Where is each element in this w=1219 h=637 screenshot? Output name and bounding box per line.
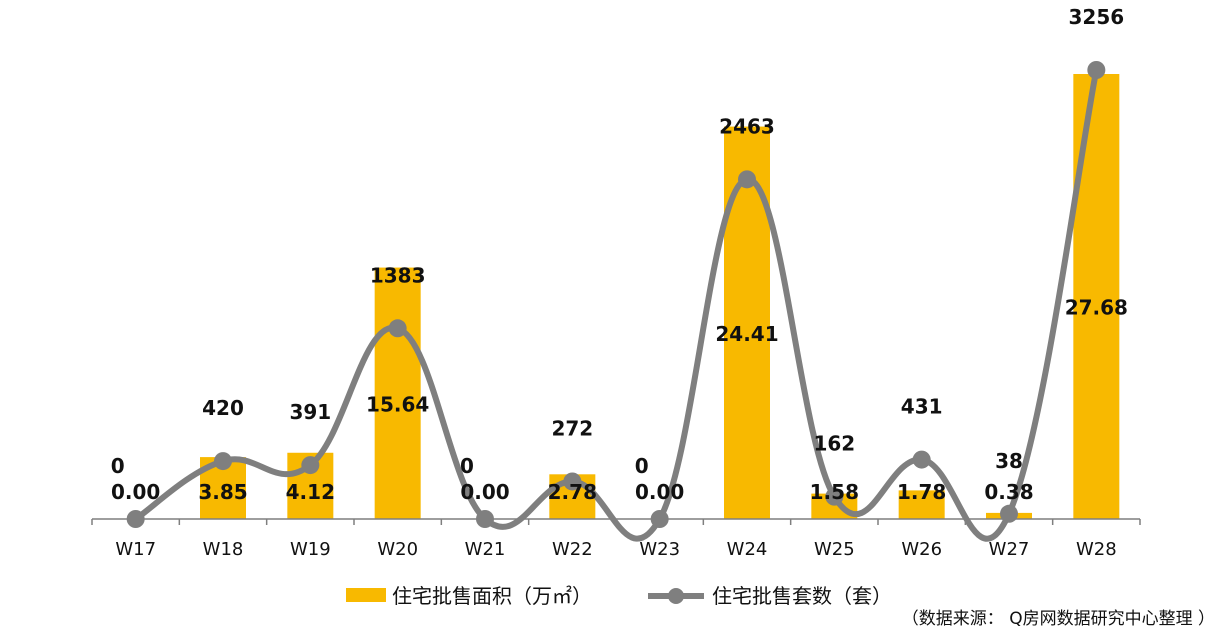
line-value-label-W18: 420 xyxy=(202,396,244,420)
line-point-W27 xyxy=(1000,504,1018,523)
bar-W20 xyxy=(374,267,421,519)
line-value-label-W19: 391 xyxy=(289,400,331,424)
x-tick-label-W24: W24 xyxy=(727,539,768,560)
bar-value-label-W26: 1.78 xyxy=(897,480,946,504)
line-value-label-W25: 162 xyxy=(813,432,855,456)
line-point-W20 xyxy=(388,319,407,338)
bar-value-label-W24: 24.41 xyxy=(715,322,778,346)
bar-value-label-W20: 15.64 xyxy=(366,392,429,416)
x-tick-label-W19: W19 xyxy=(290,539,331,560)
x-tick-label-W20: W20 xyxy=(377,539,418,560)
line-value-label-W27: 38 xyxy=(995,449,1023,473)
x-tick-label-W22: W22 xyxy=(552,539,593,560)
line-value-label-W28: 3256 xyxy=(1068,5,1124,29)
line-series-path xyxy=(132,67,1100,542)
line-value-label-W23: 0 xyxy=(635,454,649,478)
x-tick-label-W27: W27 xyxy=(989,539,1030,560)
line-value-label-W24: 2463 xyxy=(719,114,775,138)
legend-bar-swatch xyxy=(346,588,386,602)
x-tick-label-W17: W17 xyxy=(115,539,156,560)
line-point-W25 xyxy=(825,487,844,506)
legend-line-marker xyxy=(668,588,684,604)
line-point-W23 xyxy=(650,510,669,528)
line-value-label-W21: 0 xyxy=(460,454,474,478)
bar-value-label-W25: 1.58 xyxy=(810,480,859,504)
line-value-label-W17: 0 xyxy=(111,454,125,478)
source-note: （数据来源： Q房网数据研究中心整理 ） xyxy=(902,609,1215,629)
x-tick-label-W28: W28 xyxy=(1076,539,1117,560)
bar-value-label-W21: 0.00 xyxy=(460,480,509,504)
bar-value-label-W22: 2.78 xyxy=(548,480,597,504)
line-point-W26 xyxy=(912,450,931,469)
legend: 住宅批售面积（万㎡） 住宅批售套数（套） xyxy=(346,584,892,608)
data-labels-group: 0.00 3.85 4.12 15.64 0.00 2.78 0.00 24.41 1.58 1.… xyxy=(111,5,1128,504)
bar-value-label-W17: 0.00 xyxy=(111,480,160,504)
bar-value-label-W23: 0.00 xyxy=(635,480,684,504)
line-point-W19 xyxy=(301,456,320,475)
bar-value-label-W19: 4.12 xyxy=(286,480,335,504)
bar-value-label-W27: 0.38 xyxy=(984,480,1033,504)
x-ticks-group: W17 W18 W19 W20 W21 W22 W23 W24 W25 W26 W27 W28 xyxy=(91,519,1141,560)
bars-group xyxy=(200,74,1120,520)
x-tick-label-W23: W23 xyxy=(639,539,680,560)
bar-value-label-W18: 3.85 xyxy=(198,480,247,504)
x-tick-label-W21: W21 xyxy=(465,539,506,560)
line-point-W22 xyxy=(563,472,582,491)
line-point-W17 xyxy=(126,510,145,528)
line-value-label-W22: 272 xyxy=(551,416,593,440)
line-point-W24 xyxy=(738,170,756,189)
line-series-group xyxy=(126,61,1106,542)
line-value-label-W20: 1383 xyxy=(370,263,426,287)
line-point-W28 xyxy=(1087,61,1106,79)
legend-bar-label: 住宅批售面积（万㎡） xyxy=(392,584,592,608)
line-point-W18 xyxy=(214,452,232,471)
line-point-W21 xyxy=(476,510,494,528)
line-value-label-W26: 431 xyxy=(901,395,943,419)
bar-value-label-W28: 27.68 xyxy=(1065,296,1128,320)
x-tick-label-W25: W25 xyxy=(814,539,855,560)
x-tick-label-W26: W26 xyxy=(901,539,942,560)
bar-W26 xyxy=(898,490,945,519)
legend-line-label: 住宅批售套数（套） xyxy=(712,584,892,608)
x-tick-label-W18: W18 xyxy=(203,539,244,560)
